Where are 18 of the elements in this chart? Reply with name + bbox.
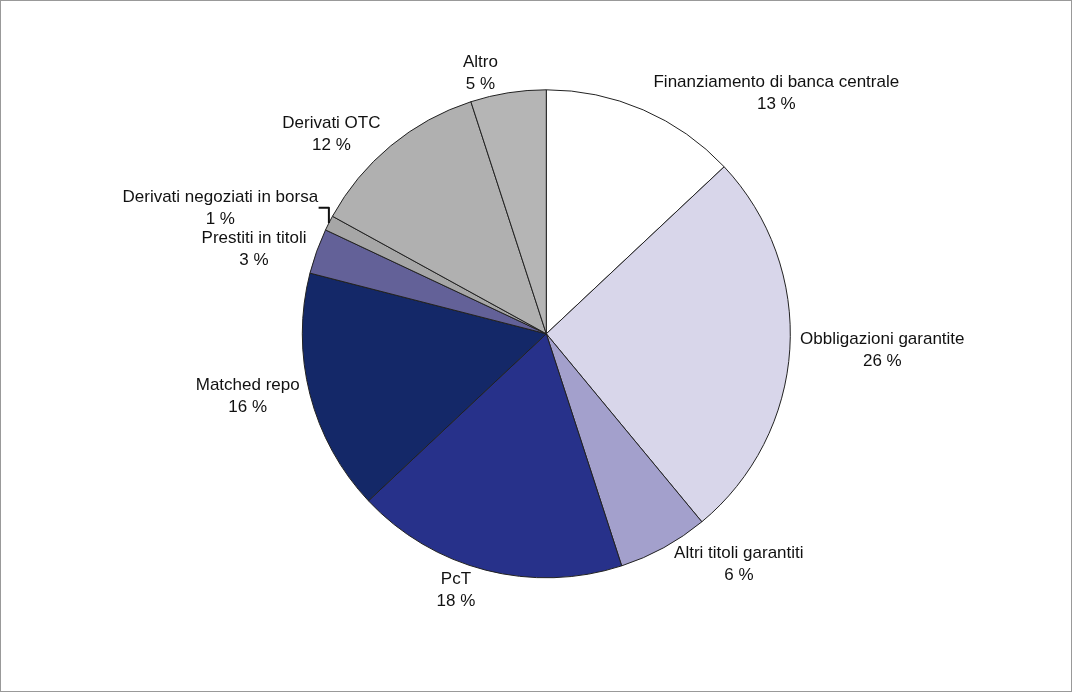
slice-label: Altro	[462, 52, 498, 72]
data-label: 3 %	[239, 250, 269, 270]
data-label: 5 %	[465, 74, 496, 94]
data-label: 26 %	[862, 350, 902, 370]
data-label: 1 %	[205, 209, 235, 229]
data-label: 18 %	[436, 590, 476, 610]
slice-label: Derivati OTC	[282, 113, 381, 133]
data-label: 6 %	[724, 564, 754, 584]
slice-label: Finanziamento di banca centrale	[653, 72, 900, 92]
data-label: 12 %	[312, 135, 351, 155]
slice-label: Prestiti in titoli	[201, 228, 307, 248]
data-label: 13 %	[756, 94, 796, 114]
slice-label: Obbligazioni garantite	[800, 328, 965, 348]
slice-label: PcT	[440, 568, 472, 588]
slice-label: Altri titoli garantiti	[674, 542, 804, 562]
data-label: 16 %	[228, 397, 268, 417]
slice-label: Derivati negoziati in borsa	[122, 187, 319, 207]
slice-label: Matched repo	[195, 375, 300, 395]
